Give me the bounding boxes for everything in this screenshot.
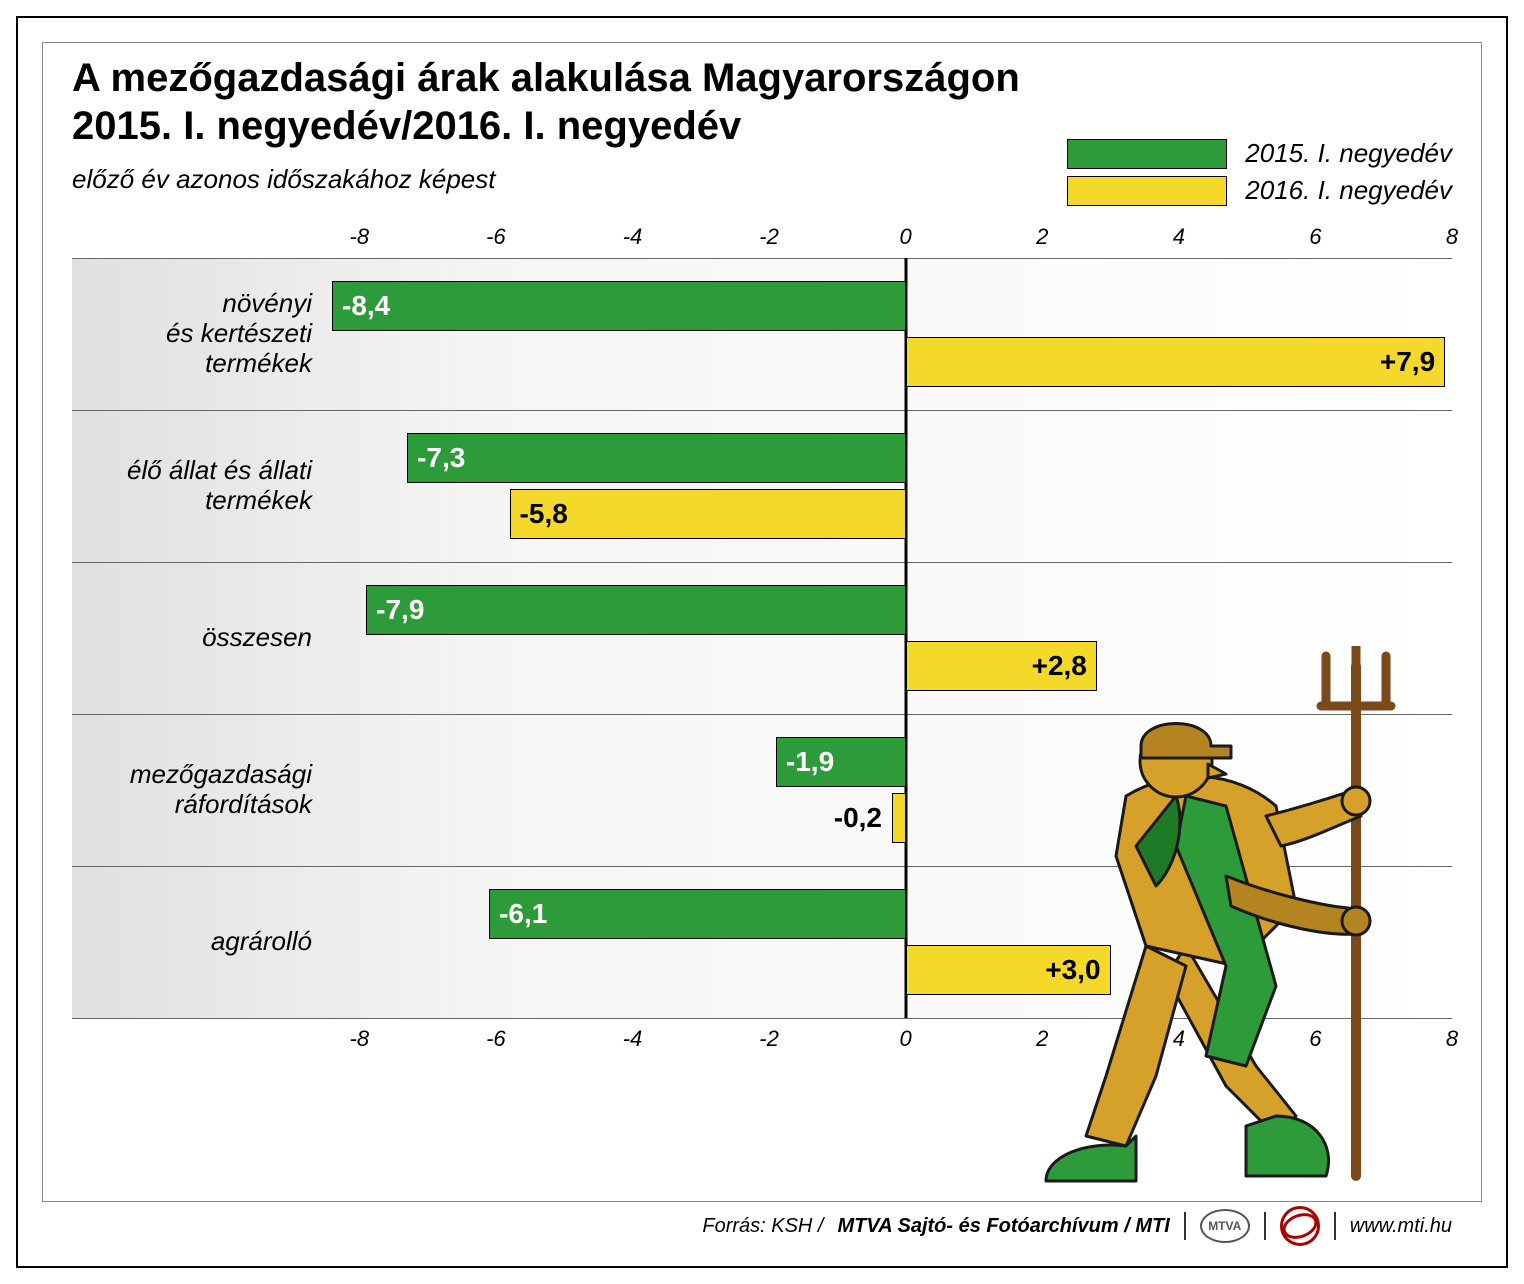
axis-tick: -2 (759, 1026, 779, 1052)
legend-row-2016: 2016. I. negyedév (1067, 175, 1452, 206)
bar-value-label: -0,2 (834, 802, 882, 834)
footer-source-prefix: Forrás: KSH / (702, 1215, 823, 1238)
axis-tick: 8 (1446, 224, 1458, 250)
category-label: élő állat és állatitermékek (72, 456, 312, 516)
bar-s2016 (510, 489, 906, 539)
subtitle: előző év azonos időszakához képest (72, 164, 1020, 195)
axis-tick: -6 (486, 1026, 506, 1052)
footer-url: www.mti.hu (1350, 1215, 1452, 1238)
footer-sep-1 (1184, 1212, 1186, 1240)
axis-tick: 0 (900, 1026, 912, 1052)
axis-tick: -4 (623, 1026, 643, 1052)
legend-row-2015: 2015. I. negyedév (1067, 138, 1452, 169)
bar-value-label: -7,9 (376, 594, 424, 626)
axis-tick: 4 (1173, 224, 1185, 250)
category-label: mezőgazdaságiráfordítások (72, 760, 312, 820)
axis-tick: -8 (350, 224, 370, 250)
axis-tick: 0 (900, 224, 912, 250)
row-separator (72, 410, 1452, 411)
axis-tick: -6 (486, 224, 506, 250)
axis-tick: -4 (623, 224, 643, 250)
category-label: agrárolló (72, 927, 312, 957)
legend-label-2015: 2015. I. negyedév (1245, 138, 1452, 169)
row-separator (72, 562, 1452, 563)
bar-value-label: +7,9 (1380, 346, 1435, 378)
bar-value-label: -1,9 (786, 746, 834, 778)
bar-s2016 (906, 337, 1446, 387)
title-block: A mezőgazdasági árak alakulása Magyarors… (72, 54, 1020, 195)
legend-swatch-2015 (1067, 139, 1227, 169)
outer-frame: A mezőgazdasági árak alakulása Magyarors… (16, 16, 1508, 1268)
legend: 2015. I. negyedév 2016. I. negyedév (1067, 138, 1452, 212)
mtva-logo-icon: MTVA (1200, 1209, 1250, 1243)
bar-s2015 (366, 585, 906, 635)
bar-value-label: -6,1 (499, 898, 547, 930)
category-label: összesen (72, 623, 312, 653)
bar-value-label: -7,3 (417, 442, 465, 474)
title-line-1: A mezőgazdasági árak alakulása Magyarors… (72, 54, 1020, 102)
bar-s2016 (892, 793, 906, 843)
bar-s2015 (489, 889, 906, 939)
axis-tick: 2 (1036, 224, 1048, 250)
legend-swatch-2016 (1067, 176, 1227, 206)
mti-logo-icon (1280, 1206, 1320, 1246)
bar-s2015 (407, 433, 906, 483)
footer-sep-3 (1334, 1212, 1336, 1240)
bar-s2015 (332, 281, 906, 331)
bar-value-label: -8,4 (342, 290, 390, 322)
farmer-illustration-icon (976, 646, 1456, 1186)
category-label: növényiés kertészetitermékek (72, 289, 312, 379)
title-line-2: 2015. I. negyedév/2016. I. negyedév (72, 102, 1020, 150)
axis-tick: -2 (759, 224, 779, 250)
legend-label-2016: 2016. I. negyedév (1245, 175, 1452, 206)
bar-value-label: -5,8 (520, 498, 568, 530)
axis-tick: 6 (1309, 224, 1321, 250)
axis-tick: -8 (350, 1026, 370, 1052)
footer: Forrás: KSH / MTVA Sajtó- és Fotóarchívu… (702, 1206, 1452, 1246)
footer-sep-2 (1264, 1212, 1266, 1240)
footer-source-bold: MTVA Sajtó- és Fotóarchívum / MTI (838, 1215, 1170, 1238)
